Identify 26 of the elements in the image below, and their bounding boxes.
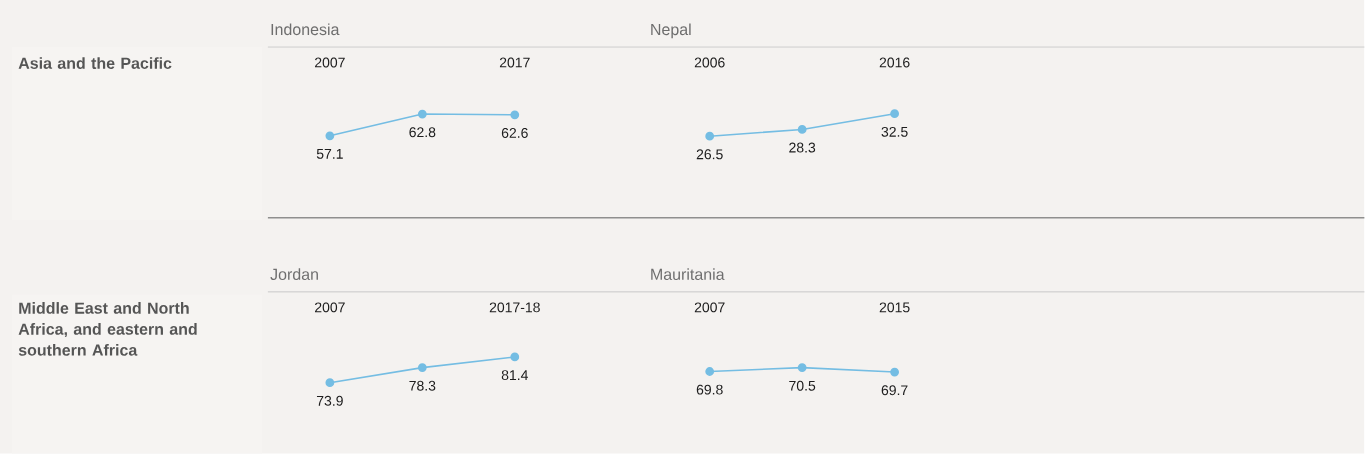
x-tick-label: 2007 [315, 302, 345, 313]
x-tick-label: 2007 [315, 57, 345, 68]
x-tick-label: 2017-18 [489, 302, 540, 313]
data-label: 57.1 [316, 149, 343, 159]
text: Asia and the Pacific [18, 57, 172, 70]
chart-title: Mauritania [651, 268, 725, 281]
x-tick-label: 2015 [879, 302, 910, 313]
data-label: 81.4 [501, 370, 528, 381]
chart-title: Jordan [270, 268, 318, 281]
chart-title: Indonesia [271, 23, 340, 36]
x-tick-label: 2006 [694, 57, 725, 68]
x-tick-label: 2016 [879, 57, 910, 68]
x-tick-label: 2007 [694, 302, 725, 313]
data-label: 78.3 [409, 380, 436, 391]
data-label: 69.8 [696, 384, 723, 395]
data-label: 62.6 [501, 128, 528, 139]
data-label: 62.8 [409, 127, 436, 138]
data-label: 26.5 [696, 149, 723, 160]
text: Middle East and North Africa, and eastern and southern Africa [18, 302, 197, 356]
data-label: 69.7 [881, 385, 908, 396]
chart-title: Nepal [651, 23, 691, 39]
x-tick-label: 2017 [499, 57, 530, 68]
data-label: 32.5 [881, 126, 908, 137]
data-label: 73.9 [316, 395, 343, 406]
data-label: 28.3 [789, 142, 816, 153]
data-label: 70.5 [789, 380, 816, 391]
